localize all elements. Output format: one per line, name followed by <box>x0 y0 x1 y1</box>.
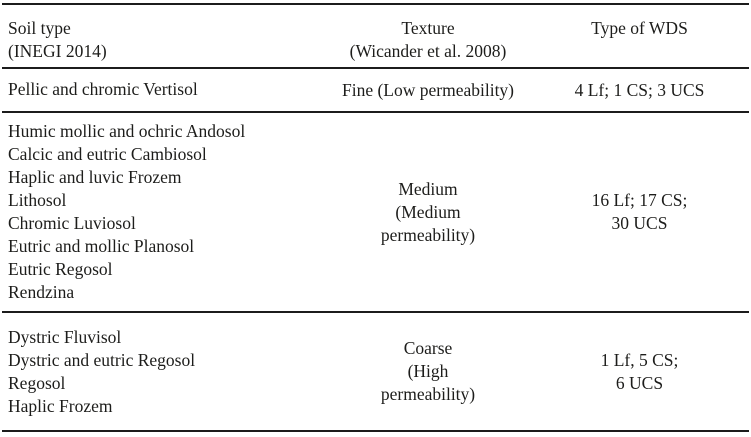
soil-type-line: Dystric Fluvisol <box>8 327 122 347</box>
header-texture-line-1: Texture <box>401 18 455 38</box>
header-texture-line-2: (Wicander et al. 2008) <box>349 41 507 61</box>
wds-line: 30 UCS <box>611 213 668 233</box>
texture-line: Fine (Low permeability) <box>341 79 515 100</box>
texture-line: (Medium <box>395 201 461 222</box>
soil-type-line: Chromic Luviosol <box>8 213 136 233</box>
soil-type-line: Eutric and mollic Planosol <box>8 236 195 256</box>
texture-line: Medium <box>398 178 458 199</box>
soil-type-line: Pellic and chromic Vertisol <box>8 79 198 99</box>
wds-cell-medium: 16 Lf; 17 CS; 30 UCS <box>530 113 749 311</box>
texture-cell-coarse: Coarse (High permeability) <box>326 313 530 430</box>
header-soil-type-line-1: Soil type <box>8 18 71 38</box>
texture-line: Coarse <box>403 338 453 358</box>
soil-type-line: Haplic Frozem <box>8 396 113 416</box>
soil-type-line: Calcic and eutric Cambiosol <box>8 144 207 164</box>
soil-texture-wds-table: Soil type (INEGI 2014) Texture (Wicander… <box>2 3 749 432</box>
wds-line: 1 Lf, 5 CS; <box>600 349 679 370</box>
table-header-row: Soil type (INEGI 2014) Texture (Wicander… <box>2 5 749 69</box>
soil-type-line: Lithosol <box>8 190 67 210</box>
soil-type-line: Eutric Regosol <box>8 259 113 279</box>
soil-type-line: Haplic and luvic Frozem <box>8 167 182 187</box>
table-row-medium: Humic mollic and ochric Andosol Calcic a… <box>2 113 749 313</box>
texture-cell-fine: Fine (Low permeability) <box>326 69 530 111</box>
soil-type-line: Regosol <box>8 373 66 393</box>
wds-line: 4 Lf; 1 CS; 3 UCS <box>574 79 705 100</box>
texture-line: permeability) <box>380 224 476 245</box>
soil-type-cell-coarse: Dystric Fluvisol Dystric and eutric Rego… <box>2 313 326 430</box>
header-wds-line-1: Type of WDS <box>591 18 688 38</box>
wds-line: 16 Lf; 17 CS; <box>591 190 688 210</box>
table-row-fine: Pellic and chromic Vertisol Fine (Low pe… <box>2 69 749 113</box>
texture-line: permeability) <box>380 384 476 404</box>
wds-cell-fine: 4 Lf; 1 CS; 3 UCS <box>530 69 749 111</box>
header-cell-wds: Type of WDS <box>530 5 749 67</box>
texture-cell-medium: Medium (Medium permeability) <box>326 113 530 311</box>
soil-type-line: Dystric and eutric Regosol <box>8 350 196 370</box>
wds-cell-coarse: 1 Lf, 5 CS; 6 UCS <box>530 313 749 430</box>
soil-type-line: Rendzina <box>8 282 75 302</box>
header-soil-type-line-2: (INEGI 2014) <box>8 41 107 61</box>
soil-type-cell-medium: Humic mollic and ochric Andosol Calcic a… <box>2 113 326 311</box>
soil-type-line: Humic mollic and ochric Andosol <box>8 121 246 141</box>
soil-type-cell-fine: Pellic and chromic Vertisol <box>2 69 326 111</box>
table-row-coarse: Dystric Fluvisol Dystric and eutric Rego… <box>2 313 749 430</box>
header-cell-soil-type: Soil type (INEGI 2014) <box>2 5 326 67</box>
header-cell-texture: Texture (Wicander et al. 2008) <box>326 5 530 67</box>
texture-line: (High <box>407 361 449 381</box>
wds-line: 6 UCS <box>615 372 664 393</box>
